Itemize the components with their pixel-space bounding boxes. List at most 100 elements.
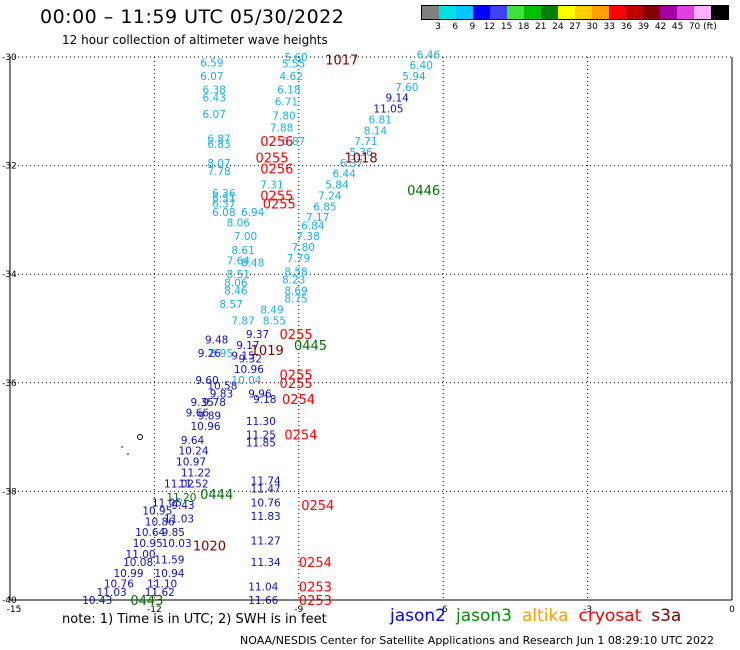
wave-height-value: 10.76: [104, 579, 134, 591]
wave-height-value: 8.49: [260, 304, 283, 316]
wave-height-value: 7.24: [318, 190, 342, 202]
wave-height-value: 10.99: [113, 568, 143, 580]
wave-height-value: 10.03: [162, 538, 192, 550]
colorbar-swatch: [422, 6, 439, 19]
wave-height-value: 8.06: [227, 218, 251, 230]
island-dot: [121, 446, 123, 448]
wave-height-value: 8.48: [241, 257, 264, 269]
colorbar-swatch: [490, 6, 507, 19]
legend-s3a: s3a: [651, 606, 682, 626]
colorbar-swatch: [626, 6, 643, 19]
wave-height-value: 9.89: [198, 410, 221, 422]
colorbar-label: 18: [517, 22, 530, 32]
wave-height-value: 7.88: [270, 123, 293, 135]
island-dot: [127, 453, 129, 455]
colorbar-label: 39: [637, 22, 650, 32]
wave-height-value: 9.60: [195, 375, 218, 387]
colorbar-label: 45: [671, 22, 684, 32]
colorbar-swatch: [439, 6, 456, 19]
wave-height-value: 7.64: [227, 256, 251, 268]
satellite-legend: jason2 jason3 altika cryosat s3a: [390, 606, 691, 626]
wave-height-value: 8.95: [210, 348, 233, 360]
wave-height-value: 11.34: [251, 557, 281, 569]
wave-height-value: 11.47: [251, 484, 281, 496]
wave-height-value: 6.87: [282, 136, 305, 148]
wave-height-value: 8.06: [224, 277, 248, 289]
wave-height-value: 8.23: [282, 275, 305, 287]
wave-height-value: 11.52: [178, 478, 208, 490]
wave-height-value: 7.78: [207, 166, 230, 178]
wave-height-value: 8.75: [284, 294, 307, 306]
wave-height-value: 6.87: [207, 133, 230, 145]
track-time-label: 0255: [263, 198, 296, 213]
legend-jason3: jason3: [456, 606, 512, 626]
wave-height-value: 10.96: [191, 421, 221, 433]
wave-height-value: 9.18: [253, 394, 276, 406]
track-time-label: 0254: [282, 393, 315, 408]
colorbar-label: 42: [654, 22, 667, 32]
track-time-label: 0254: [284, 428, 317, 443]
wave-height-value: 8.57: [219, 299, 242, 311]
track-time-label: 0253: [299, 594, 332, 609]
wave-height-value: 11.22: [181, 467, 211, 479]
wave-height-value: 9.35: [191, 397, 214, 409]
track-time-label: 1019: [251, 344, 284, 359]
wave-height-value: 11.03: [164, 514, 194, 526]
wave-height-value: 6.94: [241, 207, 265, 219]
legend-jason2: jason2: [390, 606, 446, 626]
colorbar-swatch: [541, 6, 558, 19]
wave-height-value: 6.46: [417, 49, 441, 61]
legend-cryosat: cryosat: [578, 606, 642, 626]
colorbar-swatch: [694, 6, 711, 19]
track-time-label: 0255: [260, 189, 293, 204]
wave-height-value: 11.59: [154, 554, 184, 566]
wave-height-value: 8.14: [364, 125, 388, 137]
wave-height-value: 6.18: [277, 85, 300, 97]
lon-tick-label: -9: [294, 605, 303, 615]
wave-height-value: 10.96: [234, 364, 264, 376]
wave-height-value: 10.76: [251, 497, 281, 509]
wave-height-value: 6.43: [203, 93, 226, 105]
wave-height-value: 6.81: [369, 114, 392, 126]
wave-height-value: 7.38: [296, 231, 319, 243]
wave-height-value: 9.48: [205, 334, 228, 346]
colorbar-swatch: [524, 6, 541, 19]
colorbar-swatch: [507, 6, 524, 19]
wave-height-value: 7.17: [306, 212, 329, 224]
chart-title: 00:00 – 11:59 UTC 05/30/2022: [40, 6, 345, 28]
wave-height-value: 11.00: [126, 549, 156, 561]
lat-tick-label: -30: [2, 53, 17, 63]
colorbar-label: 27: [569, 22, 581, 32]
wave-height-value: 7.00: [234, 231, 257, 243]
wave-height-value: 9.37: [246, 329, 269, 341]
colorbar-swatch: [609, 6, 626, 19]
track-time-label: 1018: [345, 151, 378, 166]
wave-height-value: 4.62: [280, 71, 303, 83]
colorbar-label: 6: [452, 22, 459, 32]
wave-height-value: 9.96: [248, 389, 272, 401]
wave-height-value: 6.07: [203, 109, 226, 121]
wave-height-value: 5.55: [282, 59, 305, 71]
colorbar-label: 3: [435, 22, 441, 32]
wave-height-value: 11.85: [246, 438, 276, 450]
lon-tick-label: 0: [729, 605, 735, 615]
lat-tick-label: -34: [2, 270, 17, 280]
colorbar: [421, 5, 729, 20]
wave-height-value: 6.84: [301, 220, 325, 232]
colorbar-swatch: [677, 6, 694, 19]
lon-tick-label: -6: [439, 605, 448, 615]
axis-labels: -30-32-34-36-38-40-15 -12 -9 -6 -3 0: [2, 53, 735, 615]
wave-height-value: 5.94: [402, 71, 426, 83]
wave-height-value: 6.71: [275, 97, 298, 109]
wave-height-value: 11.30: [246, 416, 276, 428]
wave-height-value: 7.71: [354, 136, 377, 148]
wave-height-value: 10.97: [176, 457, 206, 469]
colorbar-swatch: [558, 6, 575, 19]
colorbar-label: 24: [552, 22, 564, 32]
track-time-label: 0254: [299, 556, 332, 571]
wave-height-value: 11.27: [251, 535, 281, 547]
wave-height-value: 10.24: [178, 446, 208, 458]
wave-height-value: 11.20: [166, 492, 196, 504]
colorbar-swatch: [592, 6, 609, 19]
lon-tick-label: -15: [7, 605, 22, 615]
